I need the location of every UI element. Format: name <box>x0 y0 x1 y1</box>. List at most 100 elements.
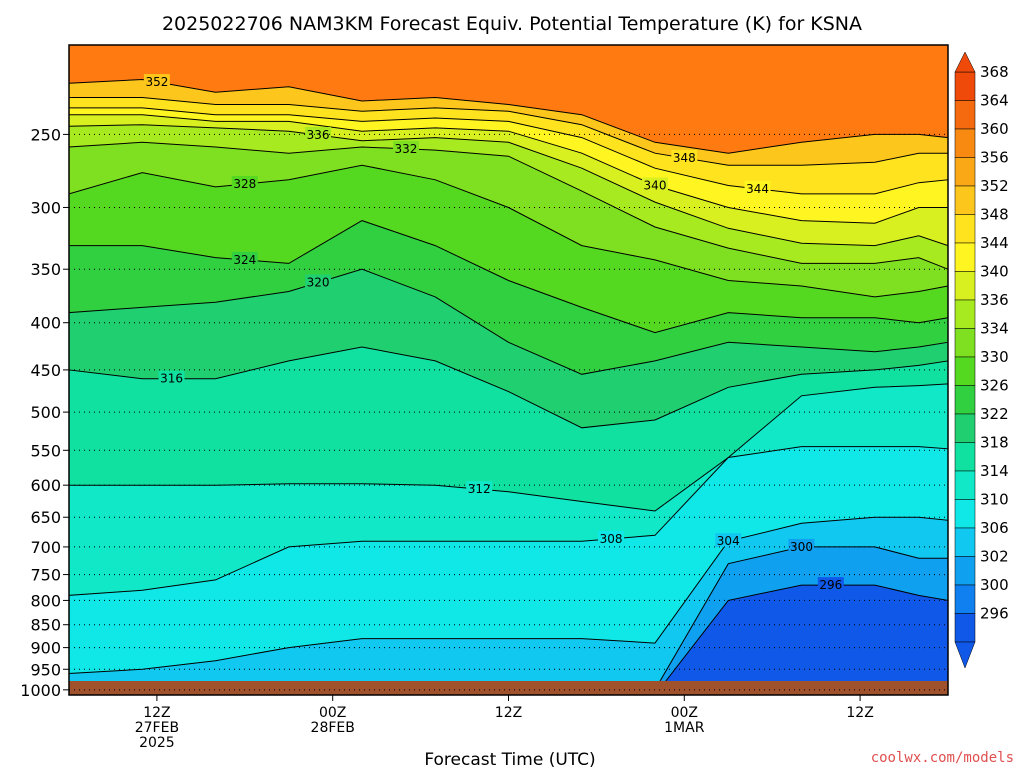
colorbar: 368 364 360 356 352 348 344 340 336 334 330 326 322 3… <box>954 51 1009 669</box>
y-tick-label: 300 <box>30 198 61 217</box>
contour-label-bg <box>671 150 698 165</box>
y-axis: 250 300 350 400 450 500 550 600 650 700 750 800 850 9… <box>20 125 69 700</box>
colorbar-label: 330 <box>980 348 1009 366</box>
contour-label-bg <box>231 176 258 191</box>
colorbar-label: 360 <box>980 120 1009 138</box>
contour-label-bg <box>305 127 332 142</box>
y-tick-label: 400 <box>30 314 61 333</box>
colorbar-swatch <box>954 613 976 643</box>
contour-label-bg <box>158 370 185 385</box>
y-tick-label: 650 <box>30 508 61 527</box>
colorbar-label: 364 <box>980 92 1009 110</box>
y-tick-label: 850 <box>30 616 61 635</box>
plot-area: 352 348 344 340 336 332 328 324 320 316 312 308 304 3… <box>68 44 949 696</box>
contour-label-bg <box>715 533 742 548</box>
chart-title: 2025022706 NAM3KM Forecast Equiv. Potent… <box>162 13 862 35</box>
colorbar-label: 322 <box>980 405 1009 423</box>
contour-label-348: 348 <box>673 151 696 165</box>
colorbar-label: 310 <box>980 491 1009 509</box>
colorbar-label: 318 <box>980 434 1009 452</box>
colorbar-label: 340 <box>980 263 1009 281</box>
contour-label-304: 304 <box>717 534 740 548</box>
colorbar-label: 352 <box>980 177 1009 195</box>
contour-label-296: 296 <box>819 578 842 592</box>
contour-label-352: 352 <box>145 75 168 89</box>
contour-label-324: 324 <box>233 253 256 267</box>
colorbar-swatch <box>954 413 976 443</box>
colorbar-swatch <box>954 470 976 500</box>
colorbar-swatch <box>954 214 976 244</box>
contour-label-bg <box>788 538 815 553</box>
x-tick-label: 12Z <box>143 705 170 721</box>
contour-label-bg <box>143 74 170 89</box>
colorbar-label: 314 <box>980 462 1009 480</box>
colorbar-swatch <box>954 128 976 158</box>
colorbar-label: 334 <box>980 320 1009 338</box>
contour-label-316: 316 <box>160 372 183 386</box>
colorbar-label: 302 <box>980 548 1009 566</box>
contour-label-bg <box>231 251 258 266</box>
y-tick-label: 950 <box>30 660 61 679</box>
contour-label-bg <box>305 274 332 289</box>
x-axis-label: Forecast Time (UTC) <box>424 750 595 768</box>
colorbar-top-arrow <box>954 51 976 73</box>
colorbar-swatch <box>954 242 976 272</box>
colorbar-label: 306 <box>980 519 1009 537</box>
colorbar-label: 336 <box>980 291 1009 309</box>
colorbar-swatch <box>954 100 976 130</box>
x-tick-label: 1MAR <box>664 720 705 736</box>
y-tick-label: 750 <box>30 566 61 585</box>
y-tick-label: 550 <box>30 441 61 460</box>
x-tick-label: 00Z <box>671 705 698 721</box>
contour-label-336: 336 <box>307 128 330 142</box>
colorbar-label: 356 <box>980 149 1009 167</box>
y-tick-label: 900 <box>30 639 61 658</box>
contour-label-332: 332 <box>394 142 417 156</box>
x-tick-label: 2025 <box>139 735 175 751</box>
colorbar-label: 296 <box>980 605 1009 623</box>
y-tick-label: 350 <box>30 260 61 279</box>
contour-label-344: 344 <box>746 182 769 196</box>
contour-label-328: 328 <box>233 177 256 191</box>
colorbar-swatch <box>954 271 976 301</box>
contour-label-bg <box>466 481 493 496</box>
colorbar-swatch <box>954 185 976 215</box>
contour-label-bg <box>642 177 668 192</box>
contour-label-308: 308 <box>600 532 623 546</box>
contour-label-bg <box>817 577 844 592</box>
colorbar-swatch <box>954 556 976 586</box>
contour-label-bg <box>392 140 419 155</box>
y-tick-label: 500 <box>30 403 61 422</box>
colorbar-label: 326 <box>980 377 1009 395</box>
contour-label-320: 320 <box>307 276 330 290</box>
x-tick-label: 27FEB <box>135 720 179 736</box>
contour-label-340: 340 <box>644 178 667 192</box>
colorbar-label: 348 <box>980 206 1009 224</box>
colorbar-swatch <box>954 328 976 358</box>
contour-label-bg <box>598 530 625 545</box>
contour-label-300: 300 <box>790 540 813 554</box>
colorbar-swatch <box>954 71 976 101</box>
colorbar-swatch <box>954 299 976 329</box>
colorbar-swatch <box>954 499 976 529</box>
x-tick-label: 00Z <box>319 705 346 721</box>
x-tick-label: 12Z <box>846 705 873 721</box>
colorbar-bottom-arrow <box>954 641 976 669</box>
colorbar-swatch <box>954 356 976 386</box>
y-tick-label: 1000 <box>20 681 61 700</box>
x-tick-label: 28FEB <box>311 720 355 736</box>
colorbar-swatch <box>954 442 976 472</box>
colorbar-label: 344 <box>980 234 1009 252</box>
y-tick-label: 250 <box>30 125 61 144</box>
source-label: coolwx.com/models <box>871 750 1014 766</box>
colorbar-label: 300 <box>980 576 1009 594</box>
y-tick-label: 600 <box>30 476 61 495</box>
x-tick-label: 12Z <box>495 705 522 721</box>
contour-label-bg <box>744 180 771 195</box>
colorbar-swatch <box>954 584 976 614</box>
colorbar-label: 368 <box>980 63 1009 81</box>
y-tick-label: 700 <box>30 538 61 557</box>
colorbar-swatch <box>954 157 976 187</box>
